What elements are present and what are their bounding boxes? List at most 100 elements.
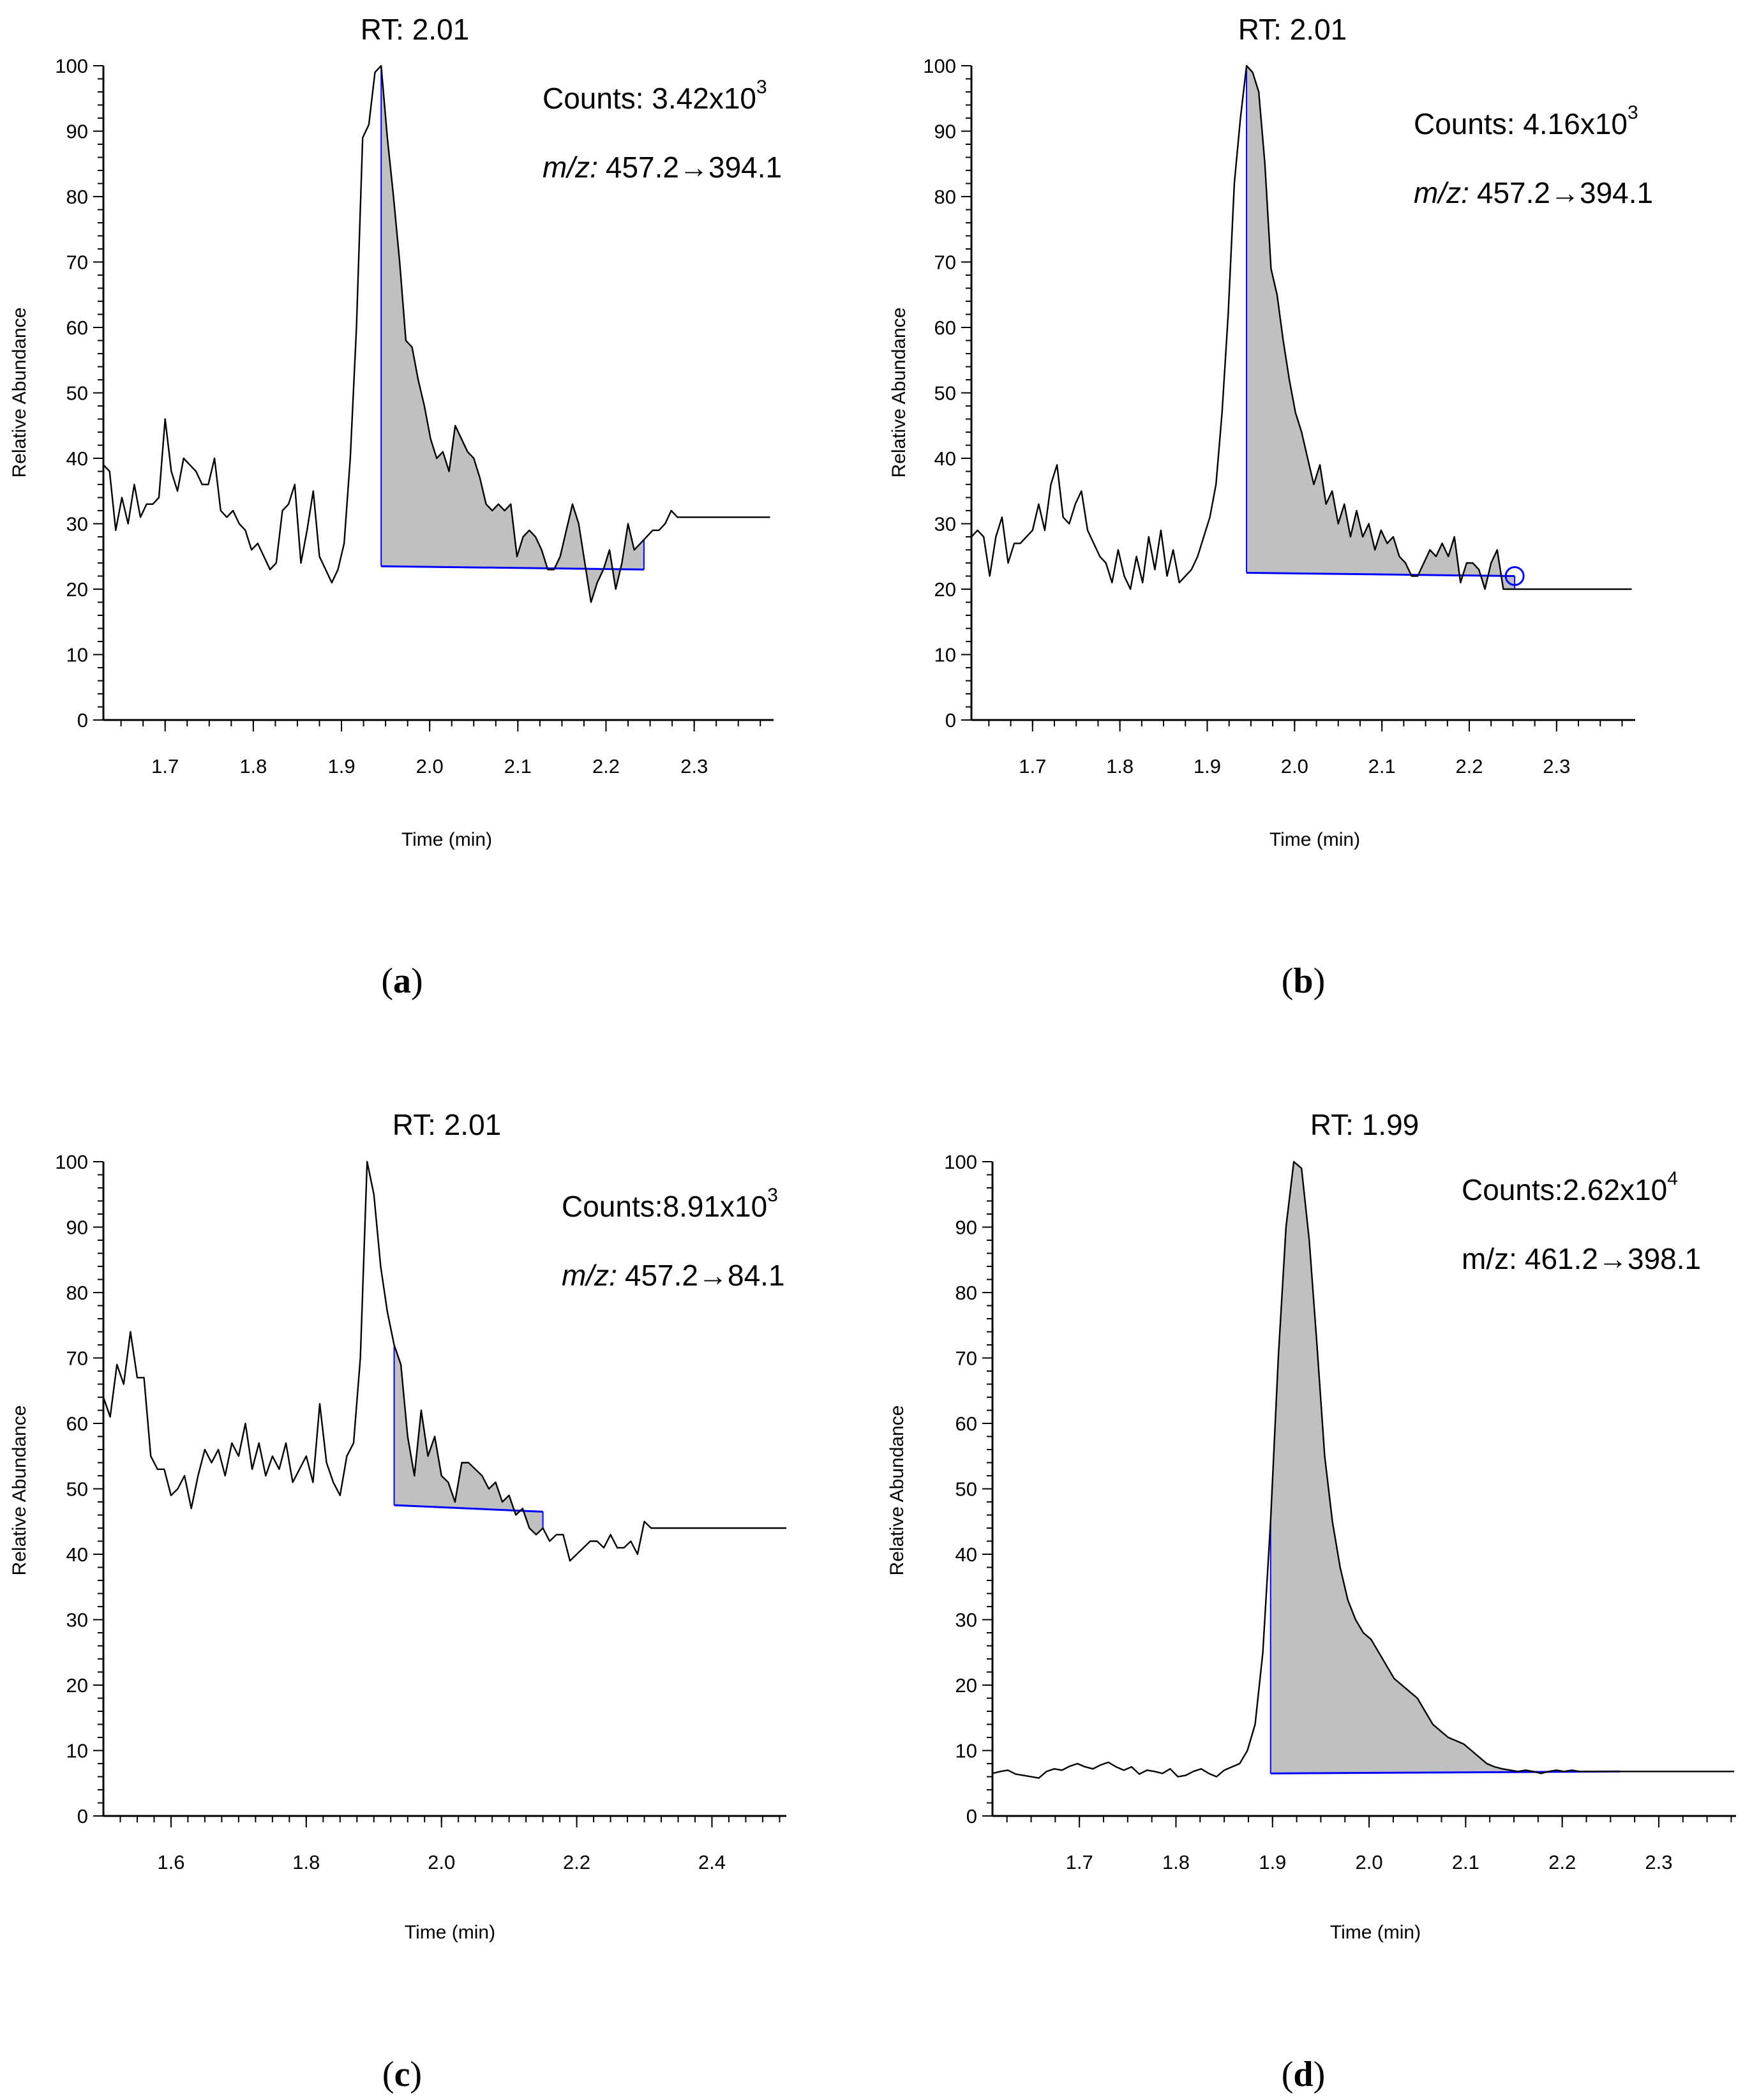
panel-c-trace-line — [102, 1160, 786, 1562]
panel-c-counts: Counts:8.91x103 — [562, 1185, 778, 1223]
panel-c-peak-area — [394, 1345, 543, 1535]
panel-c-x-tick-label: 2.4 — [698, 1851, 726, 1873]
panel-a-x-tick-label: 2.3 — [680, 755, 708, 777]
panel-c-x-tick-label: 2.0 — [428, 1851, 455, 1873]
panel-d-x-tick-label: 1.7 — [1066, 1851, 1093, 1873]
panel-d-label-letter: d — [1293, 2055, 1313, 2094]
panel-b-x-tick-label: 2.0 — [1281, 755, 1308, 777]
panel-d-title: RT: 1.99 — [1310, 1108, 1419, 1141]
panel-d-x-tick-label: 2.0 — [1356, 1851, 1383, 1873]
panel-a-x-tick-label: 2.1 — [504, 755, 532, 777]
panel-c-y-tick-label: 0 — [77, 1805, 88, 1827]
panel-a-title: RT: 2.01 — [361, 13, 469, 46]
panel-c-x-tick-label: 2.2 — [563, 1851, 590, 1873]
panel-b-y-tick-label: 80 — [934, 186, 956, 208]
panel-b-y-tick-label: 10 — [934, 644, 956, 666]
panel-b-x-tick-label: 2.1 — [1368, 755, 1396, 777]
panel-c-mz: m/z: 457.2→84.1 — [562, 1259, 785, 1292]
panel-c-counts-exponent: 3 — [767, 1185, 778, 1206]
panel-b-y-tick-label: 30 — [934, 513, 956, 536]
panel-a-baseline — [381, 565, 644, 571]
panel-d-trace-line — [992, 1160, 1734, 1779]
panel-a-ylabel: Relative Abundance — [9, 308, 30, 478]
panel-c-y-tick-label: 80 — [66, 1282, 88, 1304]
panel-a-counts-exponent: 3 — [756, 77, 767, 98]
panel-d-x-tick-label: 2.2 — [1548, 1851, 1576, 1873]
panel-a-label: (a) — [381, 961, 423, 1001]
panel-d-y-tick-label: 90 — [955, 1217, 977, 1239]
panel-c-ylabel: Relative Abundance — [9, 1406, 30, 1576]
panel-a-x-tick-label: 1.7 — [151, 755, 179, 777]
panel-b-x-tick-label: 2.3 — [1543, 755, 1570, 777]
panel-b-x-tick-label: 2.2 — [1455, 755, 1483, 777]
panel-b-counts-text: Counts: 4.16x10 — [1414, 107, 1628, 140]
panel-d: RT: 1.99 Counts:2.62x104 m/z: 461.2→398.1… — [887, 1108, 1736, 2094]
panel-b-trace-line — [971, 64, 1632, 590]
panel-b: RT: 2.01 Counts: 4.16x103 m/z: 457.2→394.… — [888, 13, 1653, 1001]
panel-c-title: RT: 2.01 — [393, 1108, 501, 1141]
panel-b-counts: Counts: 4.16x103 — [1414, 102, 1638, 140]
panel-b-counts-exponent: 3 — [1628, 102, 1638, 123]
panel-c-label: (c) — [382, 2055, 422, 2094]
panel-a-y-tick-label: 80 — [66, 186, 88, 208]
panel-c-y-tick-label: 10 — [66, 1740, 88, 1762]
panel-c-y-tick-label: 90 — [66, 1217, 88, 1239]
panel-d-y-tick-label: 10 — [955, 1740, 977, 1762]
panel-d-y-tick-label: 80 — [955, 1282, 977, 1304]
panel-a-x-tick-label: 1.9 — [327, 755, 355, 777]
panel-a-x-tick-label: 1.8 — [239, 755, 267, 777]
panel-b-label: (b) — [1282, 961, 1325, 1001]
panel-d-mz-prefix: m/z: — [1462, 1242, 1517, 1275]
panel-d-counts: Counts:2.62x104 — [1462, 1168, 1678, 1206]
panel-d-y-tick-label: 30 — [955, 1609, 977, 1631]
panel-d-counts-exponent: 4 — [1667, 1168, 1678, 1189]
panel-a-y-tick-label: 70 — [66, 251, 88, 274]
panel-b-baseline — [1247, 571, 1515, 577]
panel-b-x-tick-label: 1.7 — [1019, 755, 1046, 777]
panel-b-y-tick-label: 90 — [934, 121, 956, 143]
panel-c-y-tick-label: 70 — [66, 1347, 88, 1370]
panel-d-y-tick-label: 20 — [955, 1674, 977, 1697]
panel-c-mz-prefix: m/z: — [562, 1259, 617, 1292]
panel-b-y-tick-label: 20 — [934, 578, 956, 601]
panel-d-y-tick-label: 40 — [955, 1543, 977, 1566]
panel-b-x-tick-label: 1.9 — [1194, 755, 1221, 777]
panel-a-y-tick-label: 10 — [66, 644, 88, 666]
panel-b-mz-prefix: m/z: — [1414, 176, 1469, 209]
panel-c-mz-value: 457.2→84.1 — [625, 1259, 785, 1292]
panel-a-y-tick-label: 60 — [66, 317, 88, 339]
panel-b-xlabel: Time (min) — [1269, 829, 1360, 850]
panel-c-counts-text: Counts:8.91x10 — [562, 1190, 767, 1223]
panel-d-ylabel: Relative Abundance — [887, 1406, 908, 1576]
panel-b-label-letter: b — [1293, 961, 1313, 1001]
panel-a-y-tick-label: 30 — [66, 513, 88, 536]
panel-d-y-tick-label: 60 — [955, 1413, 977, 1435]
panel-b-x-tick-label: 1.8 — [1106, 755, 1134, 777]
panel-a-trace-line — [103, 64, 770, 603]
panel-a-label-letter: a — [393, 961, 411, 1001]
panel-b-y-tick-label: 50 — [934, 382, 956, 405]
panel-c-baseline — [394, 1504, 543, 1513]
panel-a-xlabel: Time (min) — [401, 829, 492, 850]
panel-a-y-tick-label: 50 — [66, 382, 88, 405]
panel-d-y-tick-label: 0 — [966, 1805, 977, 1827]
panel-c-y-tick-label: 20 — [66, 1674, 88, 1697]
panel-b-y-tick-label: 100 — [923, 55, 956, 77]
panel-d-xlabel: Time (min) — [1330, 1922, 1421, 1943]
panel-c-y-tick-label: 60 — [66, 1413, 88, 1435]
panel-d-peak-area — [1270, 1162, 1621, 1774]
panel-a-y-tick-label: 100 — [55, 55, 88, 77]
panel-a-y-tick-label: 90 — [66, 121, 88, 143]
panel-b-mz-value: 457.2→394.1 — [1477, 176, 1653, 209]
panel-c-xlabel: Time (min) — [405, 1922, 495, 1943]
panel-d-counts-text: Counts:2.62x10 — [1462, 1173, 1667, 1206]
panel-a-mz-value: 457.2→394.1 — [606, 151, 782, 184]
panel-d-x-tick-label: 1.9 — [1259, 1851, 1286, 1873]
panel-b-ylabel: Relative Abundance — [888, 308, 910, 478]
panel-d-y-tick-label: 100 — [944, 1151, 977, 1173]
panel-d-x-tick-label: 2.3 — [1645, 1851, 1672, 1873]
panel-a-mz: m/z: 457.2→394.1 — [543, 151, 782, 184]
panel-d-x-tick-label: 2.1 — [1452, 1851, 1479, 1873]
panel-c-y-tick-label: 30 — [66, 1609, 88, 1631]
